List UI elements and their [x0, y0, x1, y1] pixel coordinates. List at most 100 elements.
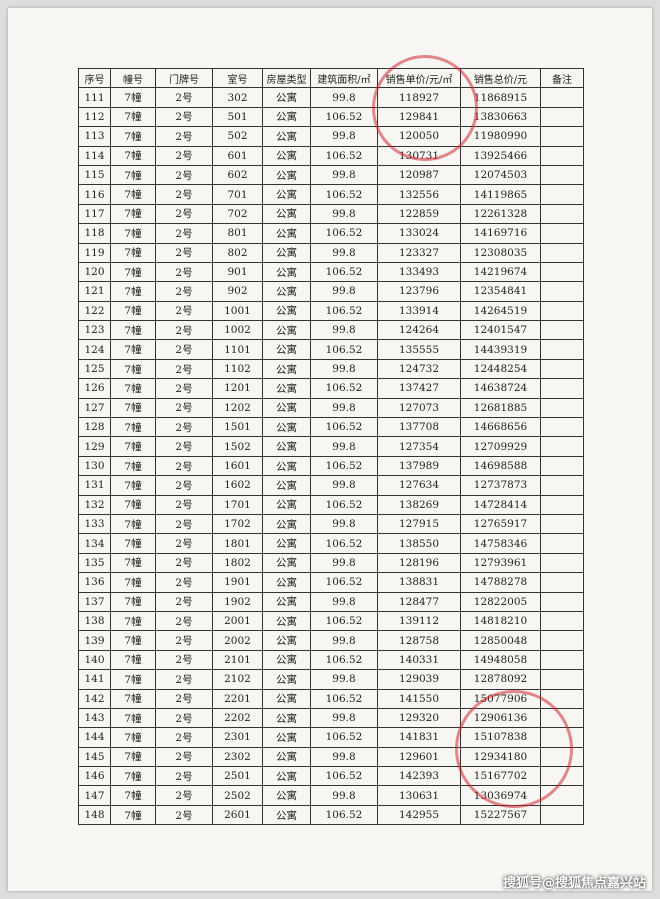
- table-cell: 14638724: [460, 378, 541, 399]
- table-cell: 2502: [212, 785, 263, 806]
- table-cell: 7幢: [110, 572, 156, 593]
- table-cell: 2号: [155, 281, 213, 302]
- table-row: 118 7幢 2号 801 公寓 106.52 133024 14169716: [78, 223, 584, 244]
- table-cell: 2号: [155, 513, 213, 535]
- table-cell: 135555: [377, 339, 461, 360]
- table-cell: 125: [78, 358, 111, 380]
- table-cell: 14948058: [460, 649, 541, 671]
- table-cell: 1802: [212, 552, 263, 574]
- header-cell: 备注: [540, 67, 584, 89]
- table-cell: 106.52: [310, 533, 378, 554]
- table-cell: [540, 145, 584, 166]
- table-cell: 142955: [377, 804, 461, 826]
- table-cell: 127915: [377, 513, 461, 535]
- table-cell: 99.8: [310, 630, 378, 651]
- table-cell: 127: [78, 397, 111, 419]
- table-cell: 106.52: [310, 106, 378, 128]
- table-cell: 公寓: [262, 630, 311, 651]
- table-cell: 112: [78, 106, 111, 128]
- table-cell: 501: [212, 106, 263, 128]
- table-row: 131 7幢 2号 1602 公寓 99.8 127634 12737873: [78, 475, 584, 496]
- table-cell: 132: [78, 494, 111, 515]
- table-cell: [540, 184, 584, 205]
- table-cell: 公寓: [262, 106, 311, 128]
- table-cell: 7幢: [110, 455, 156, 477]
- table-cell: 2号: [155, 804, 213, 826]
- table-cell: 7幢: [110, 223, 156, 244]
- table-row: 133 7幢 2号 1702 公寓 99.8 127915 12765917: [78, 513, 584, 535]
- table-row: 139 7幢 2号 2002 公寓 99.8 128758 12850048: [78, 630, 584, 651]
- table-cell: 7幢: [110, 378, 156, 399]
- table-cell: 7幢: [110, 300, 156, 322]
- table-cell: 142393: [377, 766, 461, 787]
- table-cell: [540, 630, 584, 651]
- table-cell: 14219674: [460, 261, 541, 283]
- seal-stamp: [455, 690, 573, 808]
- table-cell: [540, 572, 584, 593]
- table-cell: 2601: [212, 804, 263, 826]
- table-cell: 7幢: [110, 164, 156, 186]
- table-cell: 142: [78, 688, 111, 709]
- table-cell: 公寓: [262, 358, 311, 380]
- table-cell: 99.8: [310, 126, 378, 147]
- table-cell: 2号: [155, 727, 213, 748]
- table-cell: 2号: [155, 552, 213, 574]
- table-cell: 1901: [212, 572, 263, 593]
- table-cell: 147: [78, 785, 111, 806]
- table-cell: 7幢: [110, 688, 156, 709]
- table-cell: 130631: [377, 785, 461, 806]
- table-row: 136 7幢 2号 1901 公寓 106.52 138831 14788278: [78, 572, 584, 593]
- table-cell: 2号: [155, 766, 213, 787]
- table-cell: [540, 513, 584, 535]
- table-cell: 1502: [212, 436, 263, 457]
- table-cell: 7幢: [110, 746, 156, 768]
- table-cell: 12878092: [460, 669, 541, 690]
- table-cell: 7幢: [110, 766, 156, 787]
- table-cell: 公寓: [262, 397, 311, 419]
- table-cell: 2号: [155, 707, 213, 729]
- table-cell: 12354841: [460, 281, 541, 302]
- table-row: 135 7幢 2号 1802 公寓 99.8 128196 12793961: [78, 552, 584, 574]
- table-cell: 1202: [212, 397, 263, 419]
- table-cell: 2号: [155, 126, 213, 147]
- table-cell: 公寓: [262, 804, 311, 826]
- table-row: 130 7幢 2号 1601 公寓 106.52 137989 14698588: [78, 455, 584, 477]
- table-cell: 2101: [212, 649, 263, 671]
- table-cell: 12850048: [460, 630, 541, 651]
- table-cell: 99.8: [310, 475, 378, 496]
- table-cell: 14788278: [460, 572, 541, 593]
- table-row: 112 7幢 2号 501 公寓 106.52 129841 13830663: [78, 106, 584, 128]
- table-cell: 14119865: [460, 184, 541, 205]
- table-cell: 2号: [155, 572, 213, 593]
- table-cell: 137: [78, 591, 111, 612]
- table-cell: [540, 106, 584, 128]
- table-cell: 公寓: [262, 145, 311, 166]
- table-cell: 2号: [155, 184, 213, 205]
- table-cell: 7幢: [110, 610, 156, 632]
- table-cell: 137989: [377, 455, 461, 477]
- table-cell: 99.8: [310, 669, 378, 690]
- table-cell: 106.52: [310, 378, 378, 399]
- table-cell: 120: [78, 261, 111, 283]
- table-cell: 2号: [155, 436, 213, 457]
- table-cell: 106.52: [310, 688, 378, 709]
- table-cell: 123796: [377, 281, 461, 302]
- table-cell: [540, 358, 584, 380]
- table-row: 127 7幢 2号 1202 公寓 99.8 127073 12681885: [78, 397, 584, 419]
- table-cell: 140: [78, 649, 111, 671]
- table-cell: 2号: [155, 106, 213, 128]
- table-cell: 106.52: [310, 417, 378, 438]
- table-cell: 2号: [155, 358, 213, 380]
- table-cell: 99.8: [310, 436, 378, 457]
- table-cell: 129: [78, 436, 111, 457]
- table-cell: 701: [212, 184, 263, 205]
- table-cell: [540, 533, 584, 554]
- table-cell: 公寓: [262, 572, 311, 593]
- table-cell: [540, 300, 584, 322]
- table-cell: [540, 281, 584, 302]
- table-row: 116 7幢 2号 701 公寓 106.52 132556 14119865: [78, 184, 584, 205]
- table-cell: 137427: [377, 378, 461, 399]
- table-cell: 公寓: [262, 475, 311, 496]
- table-cell: 2号: [155, 630, 213, 651]
